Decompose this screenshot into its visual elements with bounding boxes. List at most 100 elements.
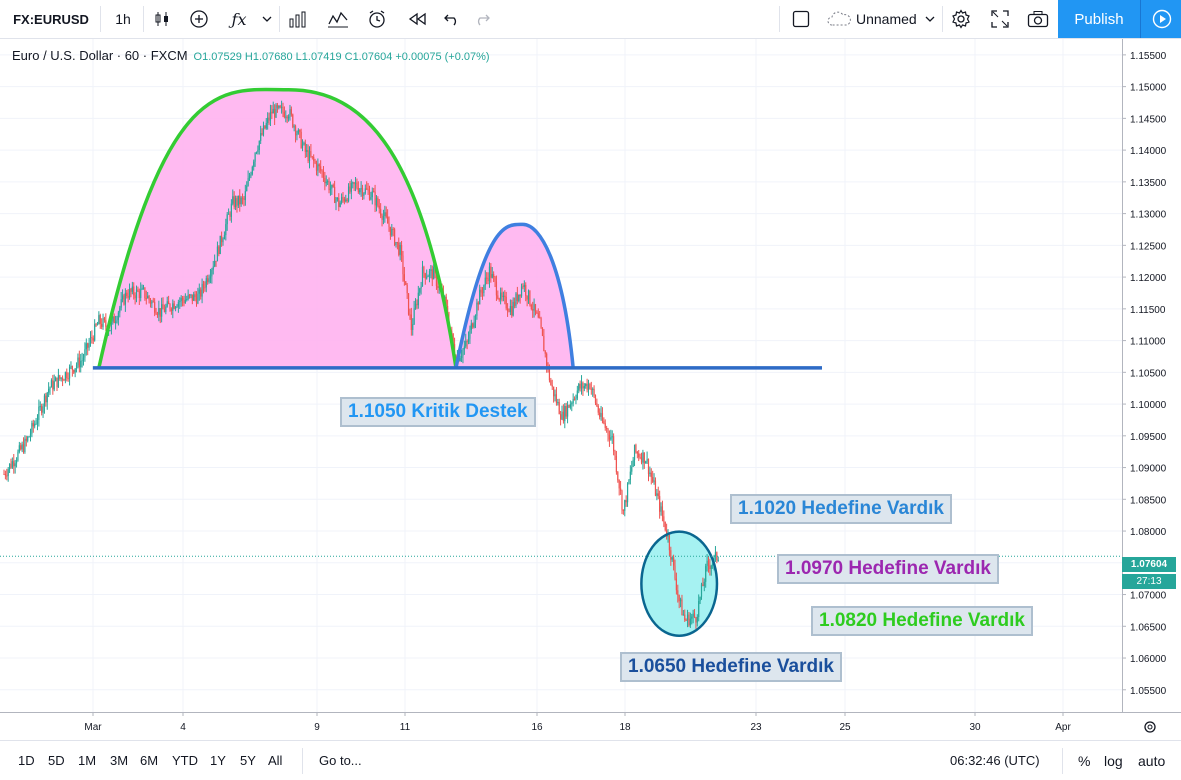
goto-button[interactable]: Go to... (319, 753, 362, 768)
undo-icon[interactable] (438, 0, 466, 38)
candle-body (607, 429, 609, 435)
time-tick-label: 18 (619, 722, 631, 733)
financials-icon[interactable] (283, 0, 313, 38)
candle-body (84, 349, 86, 358)
fullscreen-checkbox[interactable] (786, 0, 816, 38)
candle-body (417, 292, 419, 306)
range-button-ytd[interactable]: YTD (172, 753, 198, 768)
percent-scale-button[interactable]: % (1078, 752, 1091, 769)
time-axis-bg (0, 712, 1181, 739)
compare-add-icon[interactable] (184, 0, 214, 38)
camera-icon[interactable] (1023, 0, 1053, 38)
candle-body (709, 565, 711, 570)
candle-body (486, 277, 488, 279)
candle-body (154, 301, 156, 313)
candle-body (260, 133, 262, 141)
candle-body (716, 552, 718, 561)
time-tick-label: Apr (1055, 722, 1071, 733)
fullscreen-icon[interactable] (985, 0, 1015, 38)
candle-body (402, 255, 404, 275)
target-annotation-2[interactable]: 1.0970 Hedefine Vardık (777, 554, 999, 584)
utc-clock[interactable]: 06:32:46 (UTC) (950, 753, 1040, 768)
time-axis[interactable]: Mar 4 9 11 16 18 23 25 30 Apr (0, 712, 1181, 739)
replay-icon[interactable] (402, 0, 432, 38)
range-button-1y[interactable]: 1Y (210, 753, 226, 768)
candle-body (463, 346, 465, 350)
range-button-5d[interactable]: 5D (48, 753, 65, 768)
interval-button[interactable]: 1h (115, 11, 131, 27)
candle-body (46, 392, 48, 403)
candle-body (241, 197, 244, 199)
candle-body (92, 338, 94, 341)
candle-body (43, 395, 46, 407)
price-tick-label: 1.08500 (1130, 495, 1167, 506)
settings-gear-icon[interactable] (946, 0, 976, 38)
templates-icon[interactable] (323, 0, 353, 38)
play-icon[interactable] (1140, 0, 1181, 38)
candle-body (407, 293, 410, 315)
candle-body (60, 377, 62, 379)
support-annotation[interactable]: 1.1050 Kritik Destek (340, 397, 536, 427)
range-button-1m[interactable]: 1M (78, 753, 97, 768)
candle-body (174, 307, 177, 309)
target-annotation-3[interactable]: 1.0820 Hedefine Vardık (811, 606, 1033, 636)
range-button-1d[interactable]: 1D (18, 753, 35, 768)
candle-body (613, 436, 615, 452)
redo-icon[interactable] (468, 0, 496, 38)
candle-body (135, 289, 138, 299)
candle-body (145, 298, 147, 300)
candle-body (484, 277, 486, 286)
candle-body (350, 182, 352, 192)
candle-body (629, 471, 631, 480)
toolbar-divider (1062, 748, 1063, 774)
candle-body (13, 461, 15, 467)
target-annotation-1[interactable]: 1.1020 Hedefine Vardık (730, 494, 952, 524)
candle-body (166, 301, 168, 307)
candle-body (324, 177, 326, 184)
candle-body (678, 595, 680, 602)
price-chart[interactable]: 1.15500 1.15000 1.14500 1.14000 1.13500 1.130… (0, 39, 1181, 739)
candle-body (128, 288, 131, 298)
candle-body (35, 423, 37, 425)
candle-body (660, 506, 662, 512)
candle-body (558, 402, 560, 415)
layout-dropdown[interactable]: Unnamed (826, 0, 938, 38)
range-button-6m[interactable]: 6M (140, 753, 159, 768)
candle-body (42, 406, 44, 413)
alert-icon[interactable] (362, 0, 392, 38)
candle-body (255, 152, 258, 154)
candle-body (610, 437, 612, 440)
top-toolbar: FX:EURUSD 1h ƒx Unnamed (0, 0, 1181, 39)
candle-body (272, 109, 274, 114)
log-scale-button[interactable]: log (1104, 752, 1123, 769)
candle-body (427, 276, 429, 278)
price-axis[interactable]: 1.15500 1.15000 1.14500 1.14000 1.13500 1.130… (1122, 39, 1181, 712)
candle-body (222, 239, 224, 243)
candle-body (532, 308, 534, 311)
chevron-down-icon[interactable] (258, 0, 276, 38)
publish-button[interactable]: Publish (1058, 0, 1140, 38)
candle-body (424, 273, 426, 279)
candle-body (50, 380, 53, 388)
candle-body (380, 208, 382, 216)
candle-body (646, 458, 648, 462)
candle-body (603, 421, 605, 424)
symbol-search-button[interactable]: FX:EURUSD (13, 11, 89, 27)
candle-body (470, 323, 472, 330)
range-button-3m[interactable]: 3M (110, 753, 129, 768)
range-button-all[interactable]: All (268, 753, 283, 768)
candle-body (294, 126, 297, 136)
candles-icon[interactable] (147, 0, 177, 38)
candle-body (653, 480, 655, 482)
range-button-5y[interactable]: 5Y (240, 753, 256, 768)
candle-body (283, 111, 285, 118)
candle-body (70, 366, 72, 368)
candle-body (155, 312, 157, 315)
auto-scale-button[interactable]: auto (1138, 752, 1166, 769)
target-annotation-4[interactable]: 1.0650 Hedefine Vardık (620, 652, 842, 682)
candle-body (636, 451, 638, 454)
indicators-icon[interactable]: ƒx (231, 9, 247, 29)
time-tick-label: 25 (839, 722, 851, 733)
candle-body (127, 296, 129, 298)
candle-body (258, 140, 260, 150)
